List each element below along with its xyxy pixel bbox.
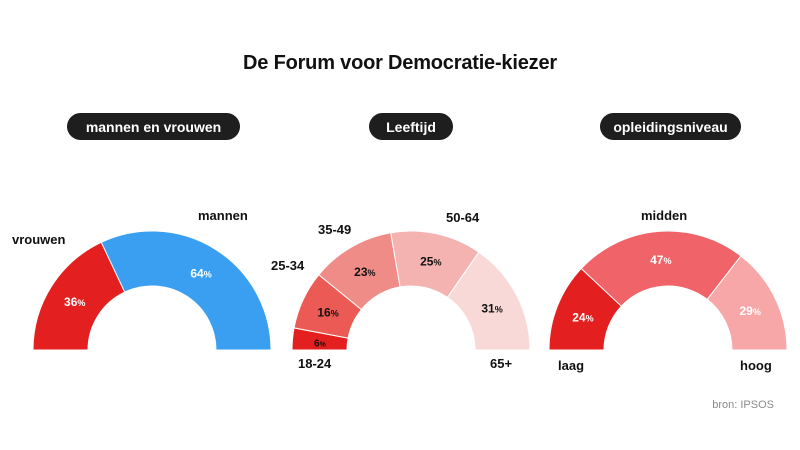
education-value-label-2: 29% xyxy=(739,304,760,318)
age-value-label-0: 6% xyxy=(314,338,327,349)
age-chart-subtitle: Leeftijd xyxy=(369,113,453,140)
age-category-label-0: 18-24 xyxy=(298,356,332,371)
gender-value-label-1: 64% xyxy=(190,267,211,281)
education-category-label-0: laag xyxy=(558,358,584,373)
education-category-label-2: hoog xyxy=(740,358,772,373)
gender-category-label-1: mannen xyxy=(198,208,248,223)
education-value-label-1: 47% xyxy=(650,253,671,267)
education-slice-1 xyxy=(580,230,742,307)
age-category-label-1: 25-34 xyxy=(271,258,305,273)
education-chart-subtitle: opleidingsniveau xyxy=(600,113,741,140)
gender-slice-1 xyxy=(100,230,272,351)
source-note: bron: IPSOS xyxy=(712,399,774,411)
gender-value-label-0: 36% xyxy=(64,295,85,309)
age-value-label-1: 16% xyxy=(317,305,338,319)
education-category-label-1: midden xyxy=(641,208,687,223)
age-category-label-4: 65+ xyxy=(490,356,512,371)
education-value-label-0: 24% xyxy=(572,310,593,324)
age-value-label-2: 23% xyxy=(354,265,375,279)
age-slice-4 xyxy=(446,251,531,351)
age-category-label-2: 35-49 xyxy=(318,222,351,237)
gender-category-label-0: vrouwen xyxy=(12,232,66,247)
age-value-label-3: 25% xyxy=(420,255,441,269)
page-title: De Forum voor Democratie-kiezer xyxy=(243,52,557,74)
gender-chart-subtitle: mannen en vrouwen xyxy=(67,113,240,140)
age-category-label-3: 50-64 xyxy=(446,210,480,225)
age-value-label-4: 31% xyxy=(481,302,502,316)
education-slice-2 xyxy=(706,255,788,351)
